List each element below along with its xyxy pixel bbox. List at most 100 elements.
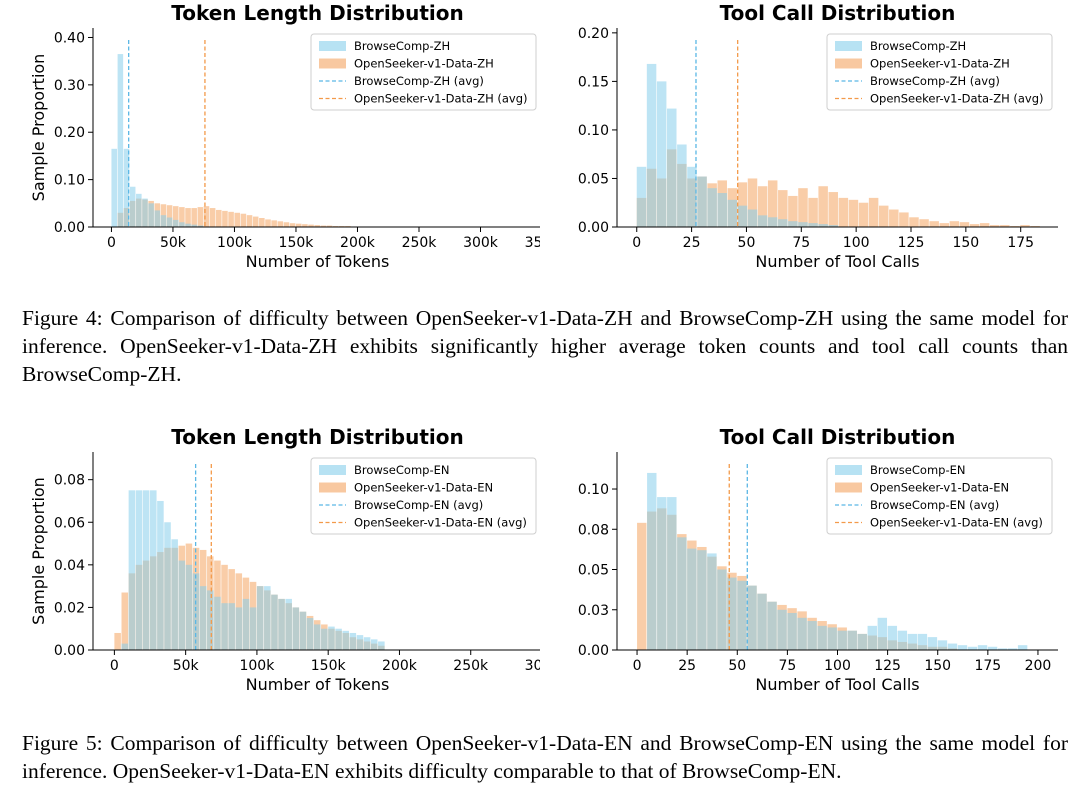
bar-series-a xyxy=(887,625,898,650)
bar-series-a xyxy=(717,569,727,650)
bar-series-b xyxy=(314,225,320,227)
bar-series-a xyxy=(778,219,788,227)
bar-series-a xyxy=(937,640,948,650)
bar-series-b xyxy=(234,212,241,227)
bar-series-b xyxy=(637,522,647,650)
bar-series-a xyxy=(228,603,235,650)
x-tick-label: 250k xyxy=(453,658,489,674)
bar-series-a xyxy=(697,550,707,650)
chart-zh-token-length: Token Length Distribution 0 50k 100k 150k 200… xyxy=(0,0,540,280)
bar-series-a xyxy=(299,611,307,650)
bar-series-b xyxy=(808,197,818,227)
legend-label: BrowseComp-ZH xyxy=(870,39,966,53)
bar-series-b xyxy=(326,225,333,227)
bar-series-b xyxy=(259,218,265,227)
bar-series-a xyxy=(797,617,807,650)
bar-series-a xyxy=(150,490,157,650)
bar-series-a xyxy=(717,193,727,227)
x-tick-label: 50k xyxy=(160,235,187,251)
bar-series-b xyxy=(283,222,290,227)
bar-series-a xyxy=(997,648,1008,650)
bar-series-a xyxy=(927,637,938,650)
x-tick-label: 100k xyxy=(217,235,253,251)
y-tick-label: 0.08 xyxy=(54,473,85,489)
bar-series-b xyxy=(979,223,990,227)
legend-label: BrowseComp-EN (avg) xyxy=(870,498,999,512)
bar-series-a xyxy=(787,612,797,650)
y-tick-label: 0.00 xyxy=(54,220,85,236)
bar-series-a xyxy=(827,627,837,650)
bar-series-a xyxy=(657,497,667,650)
bar-series-a xyxy=(111,148,117,227)
bar-series-a xyxy=(1007,648,1018,650)
bar-series-b xyxy=(172,206,179,227)
x-axis-label: Number of Tool Calls xyxy=(755,252,919,271)
bar-series-a xyxy=(166,217,173,227)
legend-label: OpenSeeker-v1-Data-EN (avg) xyxy=(870,516,1043,530)
bar-series-a xyxy=(313,624,321,650)
bar-series-a xyxy=(256,586,264,650)
chart-title: Tool Call Distribution xyxy=(720,1,956,25)
bar-series-a xyxy=(264,586,271,650)
legend-swatch xyxy=(319,482,346,493)
bar-series-a xyxy=(727,577,737,650)
x-tick-label: 50 xyxy=(738,235,756,251)
bar-series-b xyxy=(747,178,758,227)
y-tick-label: 0.15 xyxy=(578,74,609,90)
bar-series-b xyxy=(969,224,980,227)
bar-series-a xyxy=(185,564,193,650)
bar-series-b xyxy=(828,192,838,227)
bar-series-b xyxy=(216,209,222,227)
bar-series-b xyxy=(858,202,869,227)
bar-series-b xyxy=(240,213,247,227)
bar-series-b xyxy=(179,207,185,227)
bar-series-b xyxy=(246,215,253,227)
bar-series-a xyxy=(828,225,838,227)
bar-series-b xyxy=(252,216,259,227)
x-tick-label: 175 xyxy=(1007,235,1034,251)
chart-svg: Token Length Distribution 0 50k 100k 150k 200… xyxy=(29,1,540,271)
bar-series-a xyxy=(867,625,877,650)
bar-series-a xyxy=(135,490,143,650)
legend-label: BrowseComp-EN xyxy=(870,463,965,477)
bar-series-b xyxy=(114,632,121,650)
bar-series-b xyxy=(277,221,284,227)
bar-series-a xyxy=(697,176,707,227)
x-tick-label: 100k xyxy=(239,658,275,674)
legend-label: OpenSeeker-v1-Data-ZH (avg) xyxy=(354,92,528,106)
bar-series-b xyxy=(798,188,808,227)
bar-series-a xyxy=(857,633,867,650)
chart-svg: Tool Call Distribution 0 25 50 75 100 125 150 17… xyxy=(578,425,1058,694)
bar-series-a xyxy=(777,609,787,650)
bar-series-b xyxy=(222,210,228,227)
x-tick-label: 250k xyxy=(402,235,438,251)
legend-label: OpenSeeker-v1-Data-EN xyxy=(870,481,1009,495)
bar-series-a xyxy=(349,632,357,650)
legend-label: BrowseComp-ZH (avg) xyxy=(354,74,484,88)
x-tick-label: 0 xyxy=(633,658,642,674)
y-tick-label: 0.04 xyxy=(54,558,85,574)
y-tick-label: 0.05 xyxy=(578,563,609,579)
bar-series-a xyxy=(142,198,148,227)
bar-series-a xyxy=(967,646,978,650)
bar-series-a xyxy=(707,188,717,227)
bar-series-b xyxy=(878,205,889,227)
legend-label: OpenSeeker-v1-Data-ZH (avg) xyxy=(870,92,1044,106)
bar-series-a xyxy=(767,601,777,650)
bar-series-a xyxy=(306,618,314,650)
legend-box xyxy=(310,33,537,111)
bar-series-a xyxy=(977,645,988,650)
y-tick-label: 0.05 xyxy=(578,171,609,187)
bar-series-b xyxy=(889,209,899,227)
bar-series-b xyxy=(271,220,277,227)
y-tick-label: 0.06 xyxy=(54,515,85,531)
y-tick-label: 0.02 xyxy=(54,600,85,616)
bar-series-a xyxy=(757,593,767,650)
bar-series-a xyxy=(877,617,888,650)
bar-series-a xyxy=(235,607,243,650)
bar-series-a xyxy=(148,203,154,227)
bar-series-a xyxy=(164,522,171,650)
legend-box xyxy=(310,457,537,535)
bar-series-b xyxy=(289,223,296,227)
bar-series-a xyxy=(747,209,758,227)
